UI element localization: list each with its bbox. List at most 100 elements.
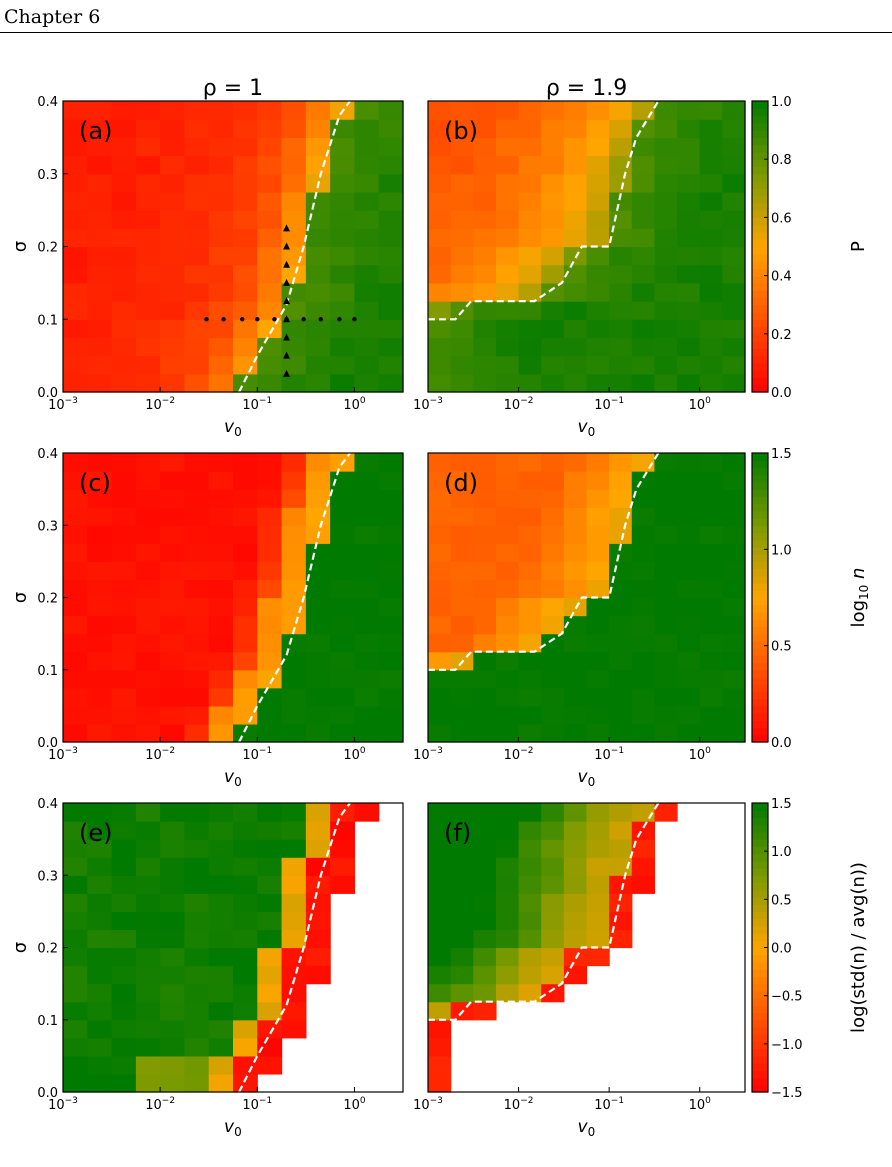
x-axis-label-subscript: 0 <box>234 425 242 439</box>
heatmap-cell <box>541 210 565 229</box>
heatmap-cell <box>378 282 404 302</box>
header-rule <box>0 32 892 33</box>
heatmap-cell <box>233 911 258 931</box>
heatmap-cell <box>378 137 404 157</box>
heatmap-cell <box>305 633 331 653</box>
heatmap-cell <box>87 893 113 912</box>
heatmap-cell <box>677 119 701 138</box>
heatmap-cell <box>111 651 137 671</box>
heatmap-cell <box>699 615 723 635</box>
heatmap-cell <box>184 929 210 949</box>
heatmap-cell <box>677 633 701 653</box>
heatmap-cell <box>378 246 404 266</box>
heatmap-cell <box>450 210 474 229</box>
x-tick-label: 100 <box>343 396 366 413</box>
heatmap-cell <box>330 264 356 284</box>
heatmap-cell <box>609 875 633 894</box>
heatmap-cell <box>722 723 746 743</box>
heatmap-cell <box>495 597 520 617</box>
heatmap-cell <box>495 839 520 858</box>
heatmap-cell <box>87 651 113 671</box>
heatmap-cell <box>208 723 234 743</box>
heatmap-cell <box>354 210 380 229</box>
colorbar-segment <box>752 933 768 941</box>
heatmap-cell <box>63 965 88 985</box>
heatmap-cell <box>233 337 258 357</box>
heatmap-cell <box>257 471 283 490</box>
heatmap-cell <box>428 821 452 840</box>
heatmap-cell <box>208 1073 234 1093</box>
colorbar-segment <box>752 998 768 1006</box>
colorbar-segment <box>752 611 768 620</box>
x-axis-label: v <box>224 1117 235 1137</box>
heatmap-cell <box>305 615 331 635</box>
heatmap-cell <box>473 489 497 508</box>
heatmap-cell <box>428 965 452 985</box>
heatmap-cell <box>305 155 331 175</box>
x-tick-label: 10−2 <box>504 396 534 413</box>
heatmap-cell <box>563 373 588 393</box>
heatmap-cell <box>563 615 588 635</box>
colorbar-segment <box>752 810 768 819</box>
heatmap-cell <box>87 983 113 1003</box>
heatmap-cell <box>63 373 88 393</box>
heatmap-cell <box>184 119 210 138</box>
heatmap-cell <box>354 597 380 617</box>
heatmap-cell <box>563 210 588 229</box>
heatmap-cell <box>257 875 283 894</box>
heatmap-cell <box>631 543 656 562</box>
heatmap-cell <box>208 669 234 689</box>
heatmap-cell <box>495 615 520 635</box>
heatmap-cell <box>135 561 161 581</box>
heatmap-cell <box>654 705 678 725</box>
heatmap-cell <box>208 947 234 967</box>
heatmap-cell <box>257 489 283 508</box>
heatmap-cell <box>631 723 656 743</box>
heatmap-cell <box>677 687 701 707</box>
heatmap-cell <box>541 857 565 876</box>
heatmap-cell <box>473 173 497 193</box>
heatmap-cell <box>699 489 723 508</box>
heatmap-cell <box>541 839 565 858</box>
heatmap-cell <box>495 173 520 193</box>
heatmap-cell <box>450 803 474 822</box>
heatmap-cell <box>208 319 234 339</box>
heatmap-cell <box>677 597 701 617</box>
heatmap-cell <box>160 1055 186 1075</box>
heatmap-cell <box>495 282 520 302</box>
heatmap-cell <box>208 579 234 599</box>
heatmap-cell <box>111 983 137 1003</box>
heatmap-cell <box>233 615 258 635</box>
colorbar-segment <box>752 275 768 284</box>
heatmap-cell <box>563 264 588 284</box>
colorbar-segment <box>752 640 768 649</box>
colorbar-segment <box>752 173 768 182</box>
heatmap-cell <box>233 228 258 248</box>
heatmap-cell <box>111 615 137 635</box>
heatmap-cell <box>63 453 88 472</box>
heatmap-cell <box>184 875 210 894</box>
heatmap-cell <box>428 355 452 375</box>
heatmap-cell <box>111 173 137 193</box>
heatmap-cell <box>518 893 542 912</box>
heatmap-cell <box>208 373 234 393</box>
colorbar-segment <box>752 481 768 490</box>
heatmap-cell <box>111 507 137 526</box>
heatmap-cell <box>586 651 610 671</box>
heatmap-cell <box>586 947 610 967</box>
heatmap-cell <box>473 983 497 1003</box>
heatmap-cell <box>208 1055 234 1075</box>
colorbar-segment <box>752 474 768 483</box>
heatmap-cell <box>257 893 283 912</box>
heatmap-cell <box>428 839 452 858</box>
heatmap-cell <box>135 687 161 707</box>
panel-label: (e) <box>79 819 113 847</box>
heatmap-cell <box>699 228 723 248</box>
colorbar-segment <box>752 990 768 999</box>
colorbar-segment <box>752 453 768 461</box>
heatmap-cell <box>654 687 678 707</box>
heatmap-cell <box>541 337 565 357</box>
heatmap-cell <box>87 471 113 490</box>
heatmap-cell <box>233 246 258 266</box>
heatmap-cell <box>428 155 452 175</box>
